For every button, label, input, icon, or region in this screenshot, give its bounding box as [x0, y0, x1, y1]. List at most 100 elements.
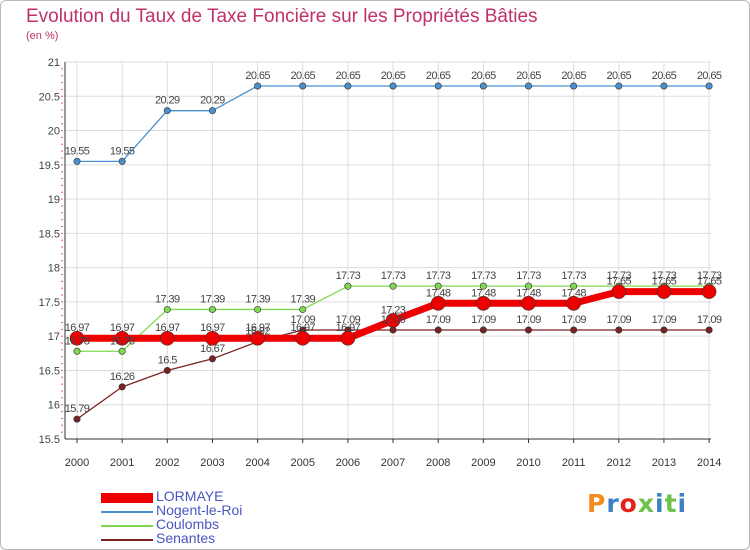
- x-tick-label: 2005: [291, 457, 315, 469]
- data-point: [299, 82, 307, 90]
- data-label: 17.09: [426, 314, 451, 326]
- y-tick-label: 18.5: [39, 228, 60, 240]
- data-point: [430, 295, 446, 311]
- data-label: 16.78: [110, 335, 135, 347]
- x-tick-label: 2009: [471, 457, 495, 469]
- data-label: 17.09: [697, 314, 722, 326]
- x-tick-label: 2014: [697, 457, 721, 469]
- data-point: [524, 82, 532, 90]
- logo-letter: i: [655, 489, 665, 518]
- data-label: 16.5: [158, 354, 177, 366]
- data-label: 17.39: [155, 293, 180, 305]
- data-label: 17.73: [516, 270, 541, 282]
- data-label: 17.73: [336, 270, 361, 282]
- x-tick-label: 2001: [110, 457, 134, 469]
- data-point: [118, 347, 126, 355]
- data-point: [479, 82, 487, 90]
- data-label: 17.48: [471, 287, 496, 299]
- data-point: [208, 107, 216, 115]
- data-label: 16.97: [336, 322, 361, 334]
- y-tick-label: 19: [48, 194, 60, 206]
- y-tick-label: 16.5: [39, 365, 60, 377]
- y-tick-label: 16: [48, 400, 60, 412]
- chart-subtitle: (en %): [26, 30, 59, 42]
- data-point: [434, 282, 442, 290]
- logo-letter: r: [606, 489, 620, 518]
- data-label: 16.26: [110, 371, 135, 383]
- data-label: 20.65: [697, 70, 722, 82]
- data-point: [701, 284, 717, 299]
- data-point: [344, 82, 352, 90]
- data-point: [570, 82, 578, 90]
- data-label: 17.09: [290, 314, 315, 326]
- x-tick-label: 2007: [381, 457, 405, 469]
- data-point: [163, 107, 171, 115]
- data-point: [570, 282, 578, 290]
- data-point: [705, 82, 713, 90]
- legend-swatch: [101, 511, 153, 513]
- y-tick-label: 17.5: [39, 297, 60, 309]
- data-label: 17.09: [471, 314, 496, 326]
- y-tick-label: 20.5: [39, 91, 60, 103]
- data-point: [660, 82, 668, 90]
- proxiti-logo: Proxiti: [587, 489, 687, 518]
- data-label: 20.65: [561, 70, 586, 82]
- data-label: 17.09: [652, 314, 677, 326]
- data-point: [208, 355, 216, 363]
- x-tick-label: 2003: [200, 457, 224, 469]
- data-label: 17.09: [516, 314, 541, 326]
- data-point: [114, 330, 130, 346]
- data-label: 20.65: [381, 70, 406, 82]
- data-point: [73, 157, 81, 165]
- data-label: 17.73: [697, 270, 722, 282]
- legend-label: Nogent-le-Roi: [156, 502, 243, 518]
- logo-letter: t: [664, 489, 678, 518]
- data-label: 17.09: [607, 314, 632, 326]
- data-label: 17.65: [652, 276, 677, 288]
- data-point: [660, 326, 668, 334]
- x-tick-label: 2012: [607, 457, 631, 469]
- x-tick-label: 2013: [652, 457, 676, 469]
- data-label: 17.09: [336, 314, 361, 326]
- data-point: [69, 330, 85, 346]
- data-point: [73, 347, 81, 355]
- data-label: 17.09: [561, 314, 586, 326]
- data-label: 17.73: [426, 270, 451, 282]
- legend-swatch: [101, 539, 153, 541]
- x-tick-label: 2002: [155, 457, 179, 469]
- data-label: 17.48: [426, 287, 451, 299]
- x-tick-label: 2000: [65, 457, 89, 469]
- data-label: 17.39: [245, 293, 270, 305]
- data-label: 16.97: [290, 322, 315, 334]
- legend-swatch: [101, 493, 153, 503]
- data-label: 16.97: [110, 322, 135, 334]
- data-label: 20.65: [607, 70, 632, 82]
- data-label: 17.65: [697, 276, 722, 288]
- data-point: [611, 284, 627, 299]
- logo-letter: x: [637, 489, 655, 518]
- data-label: 20.65: [290, 70, 315, 82]
- data-point: [524, 326, 532, 334]
- y-tick-label: 15.5: [39, 434, 60, 446]
- data-point: [389, 282, 397, 290]
- data-label: 16.97: [245, 322, 270, 334]
- logo-letter: i: [677, 489, 688, 518]
- x-tick-label: 2008: [426, 457, 450, 469]
- data-label: 16.92: [245, 326, 270, 338]
- legend-swatch: [101, 525, 153, 527]
- data-point: [479, 326, 487, 334]
- data-point: [205, 330, 220, 346]
- data-label: 17.39: [290, 293, 315, 305]
- data-label: 20.65: [471, 70, 496, 82]
- data-point: [389, 326, 397, 334]
- data-point: [344, 282, 352, 290]
- data-label: 17.73: [561, 270, 586, 282]
- data-label: 20.65: [516, 70, 541, 82]
- legend-label: Coulombs: [156, 516, 220, 532]
- data-label: 16.97: [200, 322, 225, 334]
- data-point: [476, 295, 491, 311]
- y-tick-label: 21: [48, 57, 60, 69]
- legend-label: LORMAYE: [156, 488, 224, 504]
- data-point: [299, 305, 307, 313]
